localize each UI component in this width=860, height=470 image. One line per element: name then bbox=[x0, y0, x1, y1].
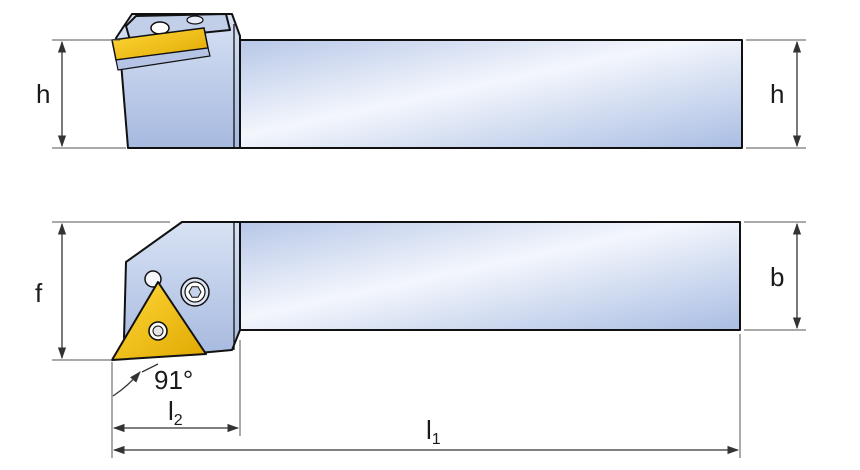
svg-text:l1: l1 bbox=[426, 415, 441, 448]
label-h-left: h bbox=[36, 79, 50, 109]
svg-text:l2: l2 bbox=[168, 396, 183, 429]
triangle-insert bbox=[111, 281, 207, 361]
dimension-f: f bbox=[35, 221, 170, 361]
top-view bbox=[111, 221, 741, 361]
dimension-l2: l2 bbox=[111, 340, 241, 458]
label-l2-subscript: 2 bbox=[174, 412, 183, 429]
side-view-shank bbox=[237, 39, 743, 149]
label-l1-subscript: 1 bbox=[432, 431, 441, 448]
clamp-screw-hole-2 bbox=[186, 15, 204, 25]
top-view-shank bbox=[237, 221, 741, 331]
label-l1: l bbox=[426, 415, 432, 445]
label-l2: l bbox=[168, 396, 174, 426]
label-f: f bbox=[35, 278, 43, 308]
side-view bbox=[111, 13, 743, 149]
label-angle: 91° bbox=[154, 365, 193, 395]
dimension-h-left: h bbox=[36, 39, 126, 149]
hex-socket-icon bbox=[188, 286, 202, 298]
side-view-shim bbox=[115, 47, 211, 71]
dimension-b: b bbox=[744, 221, 806, 331]
dimension-l1: l1 bbox=[112, 334, 741, 458]
label-h-right: h bbox=[770, 79, 784, 109]
dimension-h-right: h bbox=[746, 39, 806, 149]
angle-annotation: 91° bbox=[112, 363, 193, 397]
label-b: b bbox=[770, 262, 784, 292]
